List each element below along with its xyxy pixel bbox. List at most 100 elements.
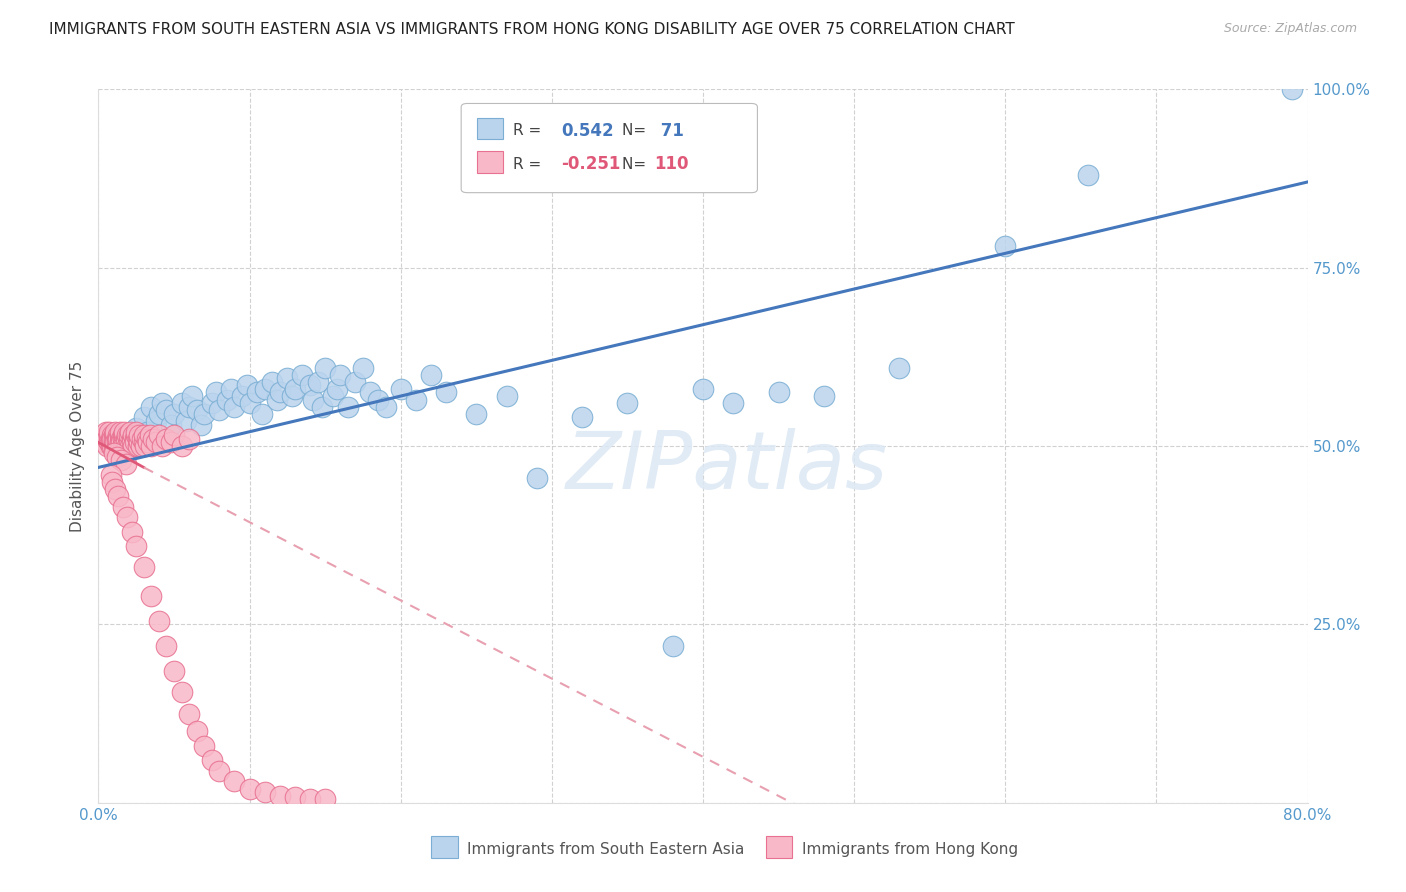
Point [276,371,298,385]
Point [221,382,243,396]
Point [115,439,138,453]
Point [118,435,141,450]
Point [813,389,835,403]
Point [201,753,224,767]
Point [224,400,246,414]
Text: R =: R = [513,157,547,171]
Point [110,435,132,450]
FancyBboxPatch shape [461,103,758,193]
Point [94,425,117,439]
Point [160,417,183,432]
Point [91,432,114,446]
Point [148,407,170,421]
Point [239,781,262,796]
Point [111,428,134,442]
Point [112,428,135,442]
Point [205,385,228,400]
Point [181,389,204,403]
Point [314,792,336,806]
Y-axis label: Disability Age Over 75: Disability Age Over 75 [70,360,86,532]
Point [299,791,322,805]
Text: Immigrants from South Eastern Asia: Immigrants from South Eastern Asia [467,842,745,856]
Point [201,396,224,410]
Point [112,435,135,450]
Text: Immigrants from Hong Kong: Immigrants from Hong Kong [803,842,1018,856]
Point [104,428,127,442]
Point [311,400,333,414]
Point [128,428,150,442]
Point [231,389,253,403]
Point [768,385,790,400]
Point [114,439,136,453]
Point [107,432,129,446]
Point [141,439,163,453]
Bar [766,837,793,858]
Point [120,425,142,439]
Bar [432,837,457,858]
Point [132,428,155,442]
Point [150,439,173,453]
Point [367,392,389,407]
Bar [477,152,503,173]
Point [104,425,127,439]
Point [193,407,215,421]
Point [125,428,148,442]
Point [291,368,314,382]
Point [322,389,344,403]
Point [224,774,246,789]
Point [150,396,173,410]
Text: 110: 110 [655,155,689,173]
Point [266,392,288,407]
Point [139,428,162,442]
Point [112,425,135,439]
Point [127,439,149,453]
Point [142,432,165,446]
Point [114,442,136,457]
Point [208,403,231,417]
Point [239,396,262,410]
Point [329,368,352,382]
Point [114,432,136,446]
Text: 71: 71 [655,121,683,139]
Point [661,639,683,653]
Point [302,392,325,407]
Point [145,414,167,428]
Point [98,425,121,439]
Point [160,435,183,450]
Point [110,432,132,446]
Point [374,400,396,414]
Point [121,524,143,539]
Point [125,425,148,439]
Point [125,421,148,435]
Point [103,432,125,446]
Point [127,432,149,446]
Point [110,453,132,467]
Text: N=: N= [621,123,651,138]
Point [253,785,276,799]
Text: ZIPatlas: ZIPatlas [567,428,889,507]
Point [179,400,201,414]
Text: 0.542: 0.542 [561,121,614,139]
Point [170,396,193,410]
Point [104,435,127,450]
Point [100,467,122,482]
Point [98,428,121,442]
Point [1077,168,1099,182]
Point [101,432,124,446]
Point [495,389,517,403]
Point [125,539,148,553]
Point [465,407,488,421]
Point [186,724,208,739]
Point [108,425,131,439]
Point [121,432,143,446]
Point [101,439,124,453]
Point [1281,82,1303,96]
Point [284,382,307,396]
Point [889,360,911,375]
Point [170,685,193,699]
Point [526,471,548,485]
Point [420,368,443,382]
Point [155,639,177,653]
Point [107,439,129,453]
Bar [477,118,503,139]
